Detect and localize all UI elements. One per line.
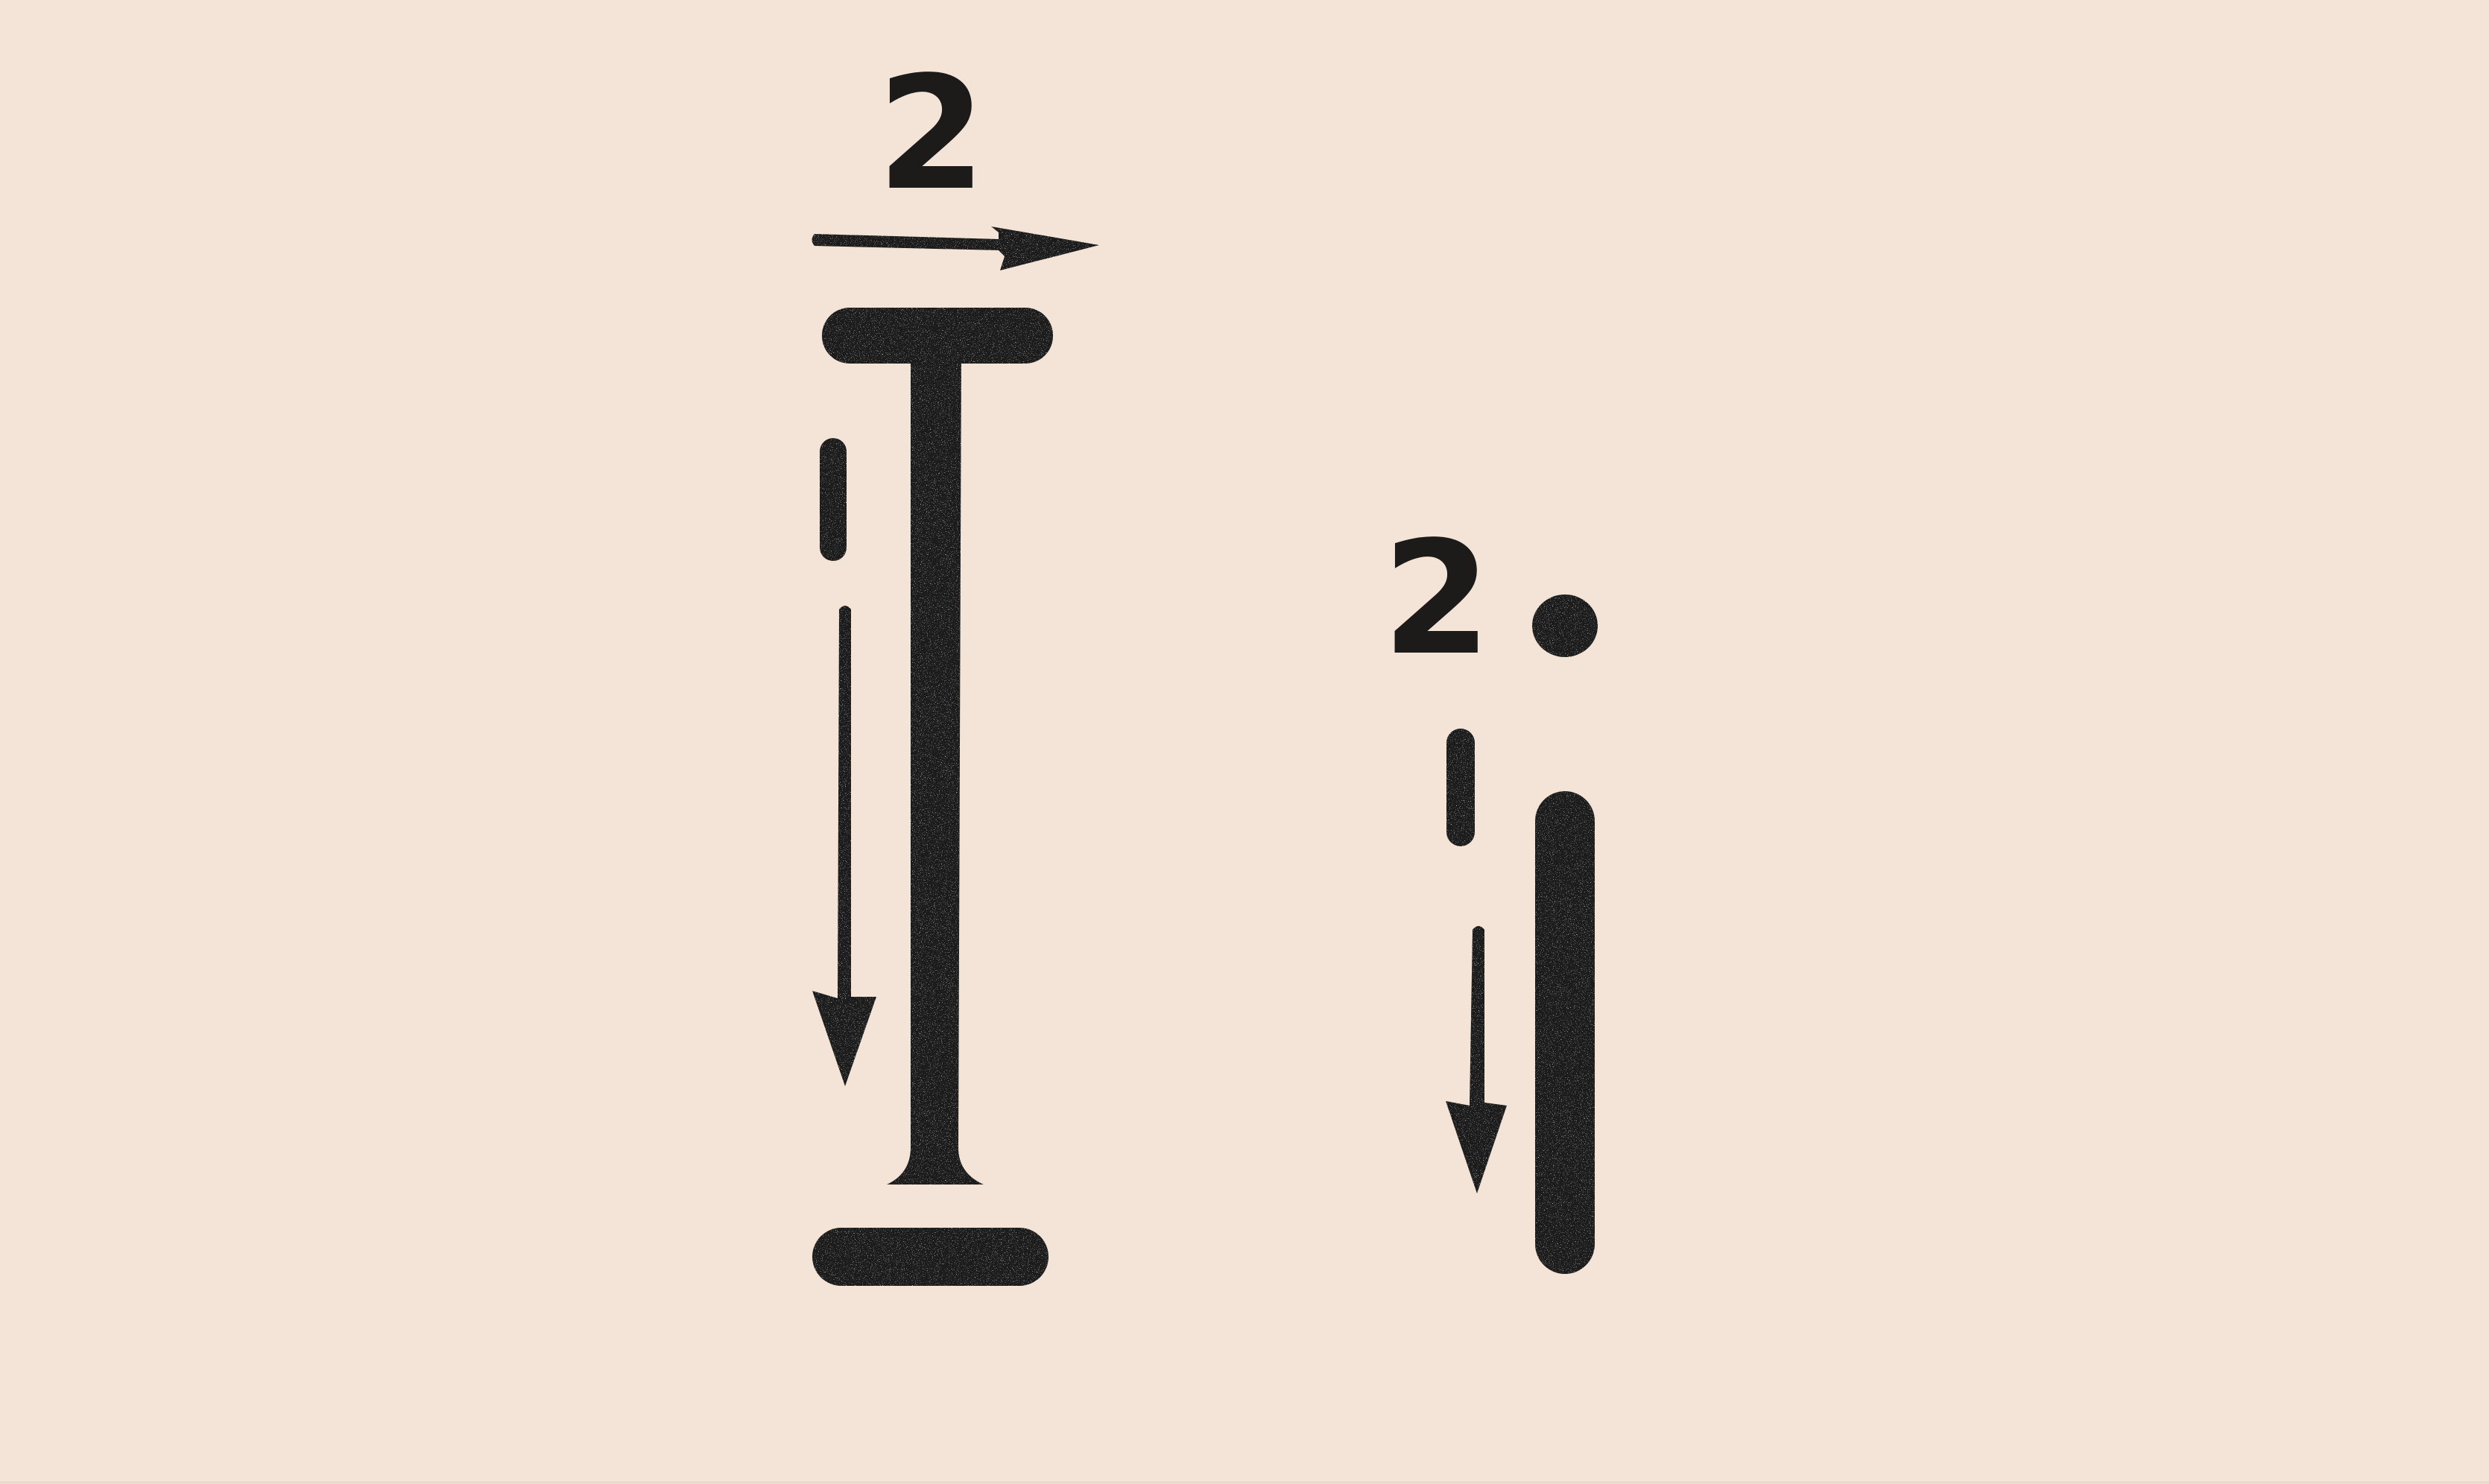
left-stroke-number-2: 2	[877, 42, 986, 225]
left-stroke-number-1: 1	[820, 438, 847, 561]
right-letter-figure: 2 1	[1382, 507, 1598, 1274]
right-dot-stroke	[1532, 594, 1598, 657]
left-right-arrow	[812, 226, 1099, 270]
right-stroke-number-2: 2	[1382, 507, 1491, 690]
right-stroke-number-1: 1	[1446, 729, 1475, 846]
right-down-arrow	[1446, 926, 1507, 1193]
left-bottom-serif-stroke	[812, 1228, 1049, 1286]
left-top-serif-stroke	[822, 308, 1053, 364]
left-vertical-stem-stroke	[887, 350, 984, 1185]
right-vertical-stem-stroke	[1535, 791, 1595, 1274]
left-letter-figure: 2 1	[812, 42, 1099, 1286]
left-down-arrow	[812, 606, 876, 1086]
